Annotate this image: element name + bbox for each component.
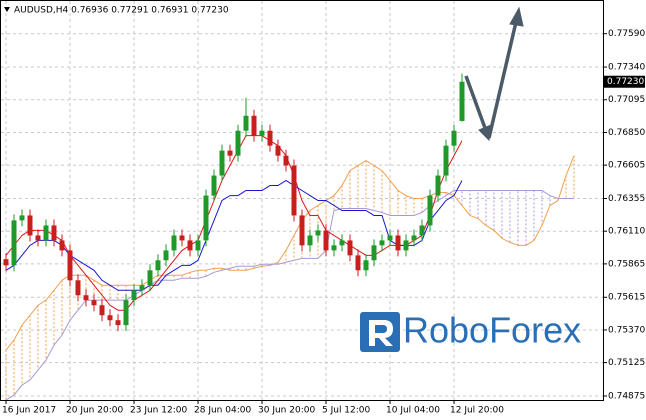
candle-body [275,145,281,156]
candle-body [283,155,289,166]
candle-body [99,305,105,316]
candle-body [363,260,369,271]
indicator-line [5,135,463,311]
candle-body [91,300,97,306]
brand-logo [360,312,400,352]
indicator-line [5,179,463,291]
candle-body [163,250,169,261]
candle-body [11,220,17,266]
candle-body [403,240,409,251]
header-marker [4,7,10,12]
candle-body [179,235,185,241]
candle-body [19,215,25,221]
y-tick-label: 0.77340 [608,63,645,73]
candle-body [83,295,89,301]
candle-body [235,130,241,156]
x-tick-label: 28 Jun 04:00 [194,406,251,416]
candle-body [411,235,417,241]
candle-body [211,175,217,196]
price-tag [603,75,645,88]
y-tick-label: 0.77095 [608,95,645,105]
candle-body [59,240,65,251]
candle-body [107,315,113,321]
y-tick-label: 0.75125 [608,358,645,368]
candle-body [243,115,249,131]
candle-body [3,259,9,266]
x-tick-label: 10 Jul 04:00 [386,406,440,416]
candle-body [27,215,33,236]
candle-body [259,130,265,136]
candle-body [187,240,193,251]
plot-layer [1,1,603,401]
candle-body [139,285,145,291]
x-tick-label: 16 Jun 2017 [2,406,56,416]
y-tick-label: 0.75370 [608,325,645,335]
candle-body [155,260,161,271]
candle-body [251,115,257,136]
y-tick-label: 0.76850 [608,128,645,138]
y-tick-label: 0.75865 [608,259,645,269]
candle-body [315,230,321,236]
x-tick-label: 23 Jun 12:00 [130,406,187,416]
candle-body [451,130,457,146]
span-a-line [5,155,575,351]
candle-body [67,250,73,281]
candle-body [131,290,137,301]
y-tick-label: 0.76110 [608,227,645,237]
candle-body [355,255,361,271]
y-tick-label: 0.74875 [608,391,645,401]
candle-body [331,245,337,251]
x-tick-label: 20 Jun 20:00 [66,406,123,416]
candle-body [171,235,177,251]
candle-body [123,300,129,326]
candle-body [291,165,297,216]
candle-body [203,195,209,241]
forecast-arrow [464,6,524,142]
chart-title: AUDUSD,H4 0.76936 0.77291 0.76931 0.7723… [14,6,229,16]
candle-body [267,130,273,146]
candle-body [35,235,41,241]
candle-body [443,145,449,176]
candle-body [427,195,433,226]
x-tick-label: 30 Jun 20:00 [258,406,315,416]
candle-body [195,240,201,251]
brand-name: RoboForex [403,310,581,351]
candle-body [115,320,121,326]
y-tick-label: 0.75615 [608,293,645,303]
price-tag-label: 0.77230 [607,77,644,87]
candle-body [435,175,441,196]
candle-body [307,235,313,246]
y-tick-label: 0.77590 [608,29,645,39]
candle-body [395,235,401,251]
candle-body [387,235,393,241]
candle-body [379,240,385,246]
candle-body [347,240,353,256]
candle-body [43,225,49,241]
x-tick-label: 5 Jul 12:00 [322,406,371,416]
candle-body [147,270,153,286]
y-tick-label: 0.76355 [608,194,645,204]
x-tick-label: 12 Jul 20:00 [450,406,504,416]
candle-body [419,225,425,236]
candle-body [459,81,465,121]
y-tick-label: 0.76605 [608,161,645,171]
candle-body [51,225,57,241]
candle-body [75,280,81,296]
candle-body [339,240,345,246]
candle-body [323,230,329,251]
candle-body [371,245,377,261]
candle-body [227,150,233,156]
span-b-line [5,189,574,401]
candle-body [299,215,305,246]
candle-body [219,150,225,176]
